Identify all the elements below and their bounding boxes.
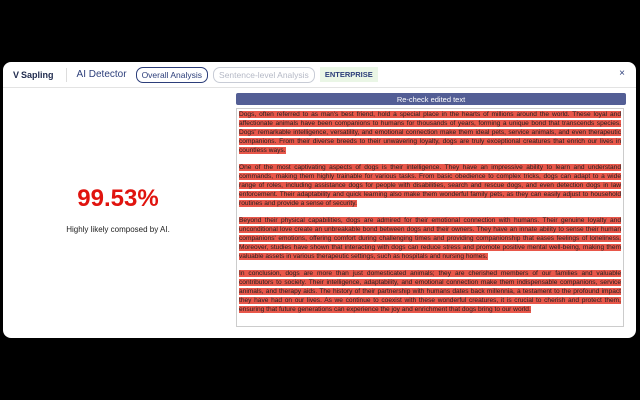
ai-score-label: Highly likely composed by AI. bbox=[66, 225, 170, 234]
app-title: AI Detector bbox=[76, 69, 127, 80]
paragraph: In conclusion, dogs are more than just d… bbox=[239, 269, 621, 314]
ai-detector-panel: V Sapling AI Detector Overall Analysis S… bbox=[3, 62, 636, 338]
highlighted-text: Dogs, often referred to as man's best fr… bbox=[239, 111, 621, 154]
enterprise-badge: ENTERPRISE bbox=[319, 67, 378, 82]
divider bbox=[65, 67, 67, 82]
paragraph: One of the most captivating aspects of d… bbox=[239, 163, 621, 208]
sapling-logo-icon: V bbox=[13, 69, 20, 80]
recheck-button[interactable]: Re-check edited text bbox=[236, 93, 626, 105]
tab-sentence-level-analysis[interactable]: Sentence-level Analysis bbox=[213, 66, 315, 83]
paragraph: Dogs, often referred to as man's best fr… bbox=[239, 110, 621, 155]
highlighted-text: In conclusion, dogs are more than just d… bbox=[239, 270, 621, 313]
header: V Sapling AI Detector Overall Analysis S… bbox=[3, 62, 636, 88]
sapling-logo: V Sapling bbox=[13, 70, 54, 80]
highlighted-text: One of the most captivating aspects of d… bbox=[239, 164, 621, 207]
text-editor[interactable]: Dogs, often referred to as man's best fr… bbox=[236, 108, 624, 327]
ai-score: 99.53% bbox=[77, 185, 159, 212]
close-icon[interactable]: × bbox=[619, 68, 625, 79]
tab-overall-analysis[interactable]: Overall Analysis bbox=[135, 66, 209, 83]
highlighted-text: Beyond their physical capabilities, dogs… bbox=[239, 217, 621, 260]
paragraph: Beyond their physical capabilities, dogs… bbox=[239, 216, 621, 261]
result-summary: 99.53% Highly likely composed by AI. bbox=[3, 88, 233, 338]
logo-text: Sapling bbox=[21, 69, 54, 80]
